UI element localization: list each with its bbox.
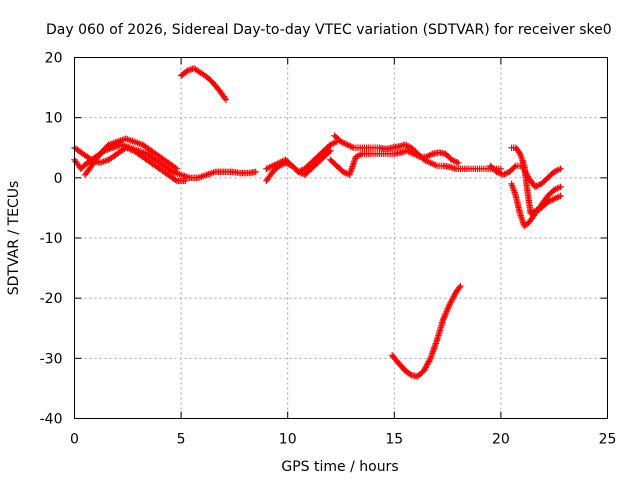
data-point xyxy=(173,165,181,173)
data-point xyxy=(252,168,259,176)
data-point xyxy=(456,284,463,291)
series-arc-low xyxy=(388,282,464,380)
y-axis-title: SDTVAR / TECUs xyxy=(6,181,22,296)
data-point xyxy=(426,356,433,364)
data-point xyxy=(444,305,452,312)
x-tick-label: 5 xyxy=(177,432,186,448)
series-arc-early-3 xyxy=(71,144,189,185)
data-point xyxy=(511,163,518,171)
data-point xyxy=(325,148,333,156)
y-tick-label: -30 xyxy=(40,351,63,367)
data-point xyxy=(442,311,449,318)
data-point xyxy=(557,183,564,191)
data-point xyxy=(443,308,450,315)
data-point xyxy=(440,314,448,321)
chart-title: Day 060 of 2026, Sidereal Day-to-day VTE… xyxy=(46,22,612,38)
x-tick-label: 10 xyxy=(279,432,297,448)
y-tick-label: -10 xyxy=(40,231,63,247)
grid xyxy=(74,57,608,419)
y-tick-label: 10 xyxy=(45,111,63,127)
data-point xyxy=(441,313,448,320)
series-arc-late-2 xyxy=(327,147,462,179)
y-tick-label: -40 xyxy=(40,412,63,428)
data-point xyxy=(442,310,450,317)
data-point xyxy=(406,371,414,378)
data-series xyxy=(71,65,564,380)
data-point xyxy=(557,165,564,173)
axis-ticks: 0 5 10 15 20 25 -40 -30 -20 -10 0 10 20 xyxy=(40,51,617,448)
x-tick-label: 20 xyxy=(492,432,510,448)
y-tick-label: 0 xyxy=(54,171,63,187)
series-arc-mid-2 xyxy=(263,138,340,176)
data-point xyxy=(172,164,179,172)
data-point xyxy=(457,282,464,290)
x-tick-label: 0 xyxy=(70,432,79,448)
series-arc-end-2 xyxy=(508,144,564,218)
data-point xyxy=(222,96,230,103)
data-point xyxy=(515,149,523,156)
data-point xyxy=(182,177,189,185)
x-tick-label: 25 xyxy=(599,432,617,448)
data-point xyxy=(172,176,179,184)
data-point xyxy=(557,192,564,200)
data-point xyxy=(445,302,453,309)
data-point xyxy=(327,147,334,154)
series-arc-high xyxy=(177,65,230,103)
series-arc-early-2 xyxy=(81,135,181,179)
x-tick-label: 15 xyxy=(385,432,403,448)
y-tick-label: 20 xyxy=(45,51,63,67)
series-arc-end-3 xyxy=(508,180,564,230)
data-point xyxy=(455,159,462,166)
data-point xyxy=(440,316,447,323)
data-point xyxy=(443,307,451,314)
data-point xyxy=(221,94,229,102)
series-arc-early-1 xyxy=(71,141,259,182)
y-tick-label: -20 xyxy=(40,291,63,307)
x-axis-title: GPS time / hours xyxy=(281,459,398,475)
data-point xyxy=(445,303,452,311)
